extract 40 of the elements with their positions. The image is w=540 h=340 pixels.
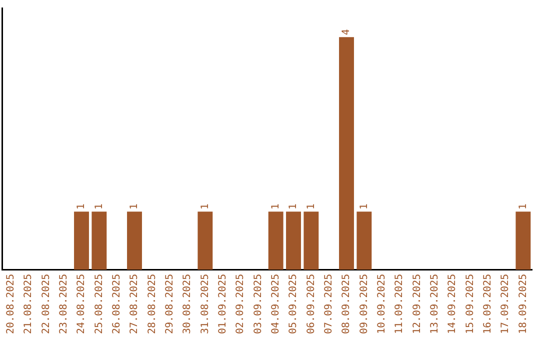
x-tick-label: 25.08.2025 bbox=[94, 274, 105, 334]
x-tick-label: 04.09.2025 bbox=[270, 274, 282, 334]
x-tick-label: 17.09.2025 bbox=[500, 274, 512, 334]
x-tick-label: 31.08.2025 bbox=[200, 274, 211, 334]
x-tick-label: 03.09.2025 bbox=[252, 274, 264, 334]
x-tick-label: 05.09.2025 bbox=[288, 274, 300, 334]
x-tick-label: 09.09.2025 bbox=[358, 274, 370, 334]
x-tick-label: 18.09.2025 bbox=[518, 274, 529, 334]
data-label: 4 bbox=[341, 29, 352, 36]
x-tick-label: 16.09.2025 bbox=[482, 274, 494, 334]
x-tick-label: 30.08.2025 bbox=[182, 274, 194, 334]
x-tick-label: 21.08.2025 bbox=[23, 274, 34, 334]
x-tick-label: 15.09.2025 bbox=[464, 274, 476, 334]
x-tick-label: 29.08.2025 bbox=[164, 274, 176, 334]
data-label: 1 bbox=[129, 204, 140, 210]
x-tick-label: 14.09.2025 bbox=[447, 274, 458, 334]
data-label: 1 bbox=[288, 204, 300, 210]
x-tick-label: 13.09.2025 bbox=[429, 274, 440, 334]
data-label: 1 bbox=[94, 204, 105, 210]
x-tick-label: 11.09.2025 bbox=[394, 274, 406, 334]
data-label: 1 bbox=[200, 204, 211, 210]
x-tick-label: 20.08.2025 bbox=[5, 274, 16, 334]
x-tick-label: 12.09.2025 bbox=[412, 274, 423, 334]
data-label: 1 bbox=[76, 204, 88, 210]
x-tick-label: 22.08.2025 bbox=[40, 274, 52, 334]
data-label: 1 bbox=[270, 204, 282, 210]
x-tick-label: 01.09.2025 bbox=[217, 274, 228, 334]
data-label: 1 bbox=[358, 204, 370, 210]
x-tick-label: 07.09.2025 bbox=[323, 274, 334, 334]
x-tick-label: 02.09.2025 bbox=[235, 274, 246, 334]
x-tick-label: 08.09.2025 bbox=[341, 274, 352, 334]
x-tick-label: 10.09.2025 bbox=[376, 274, 388, 334]
x-tick-label: 28.08.2025 bbox=[146, 274, 158, 334]
data-label: 1 bbox=[518, 204, 529, 210]
data-label: 1 bbox=[306, 204, 317, 210]
x-tick-label: 23.08.2025 bbox=[58, 274, 70, 334]
x-tick-label: 26.08.2025 bbox=[111, 274, 122, 334]
x-tick-label: 27.08.2025 bbox=[129, 274, 140, 334]
x-tick-label: 24.08.2025 bbox=[76, 274, 88, 334]
x-tick-label: 06.09.2025 bbox=[306, 274, 317, 334]
